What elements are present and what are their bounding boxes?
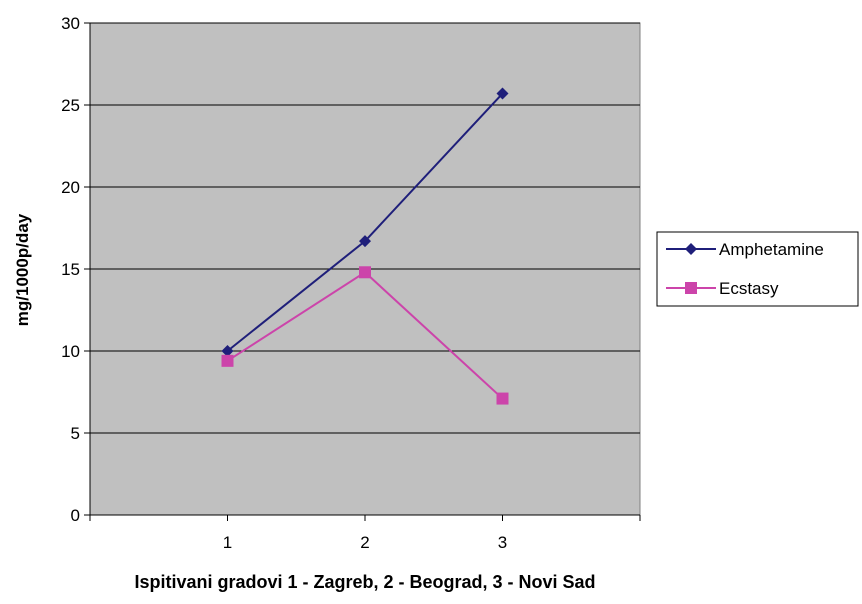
y-tick-label: 10 [61,342,80,361]
x-tick-label: 3 [498,533,507,552]
y-axis-ticks: 0 5 10 15 20 25 30 [61,14,90,525]
x-tick-label: 2 [360,533,369,552]
y-tick-label: 0 [71,506,80,525]
data-point-ecstasy [221,354,234,367]
y-tick-label: 25 [61,96,80,115]
x-axis-title: Ispitivani gradovi 1 - Zagreb, 2 - Beogr… [134,572,595,592]
data-point-ecstasy [496,392,509,405]
gridlines [90,22,640,434]
x-tick-label: 1 [223,533,232,552]
legend-marker-amphetamine [685,243,697,255]
series-ecstasy [221,266,509,405]
data-point-amphetamine [359,235,371,248]
legend-label-amphetamine: Amphetamine [719,240,824,259]
legend-marker-ecstasy [685,282,697,294]
legend: Amphetamine Ecstasy [656,231,859,307]
y-axis-title: mg/1000p/day [13,213,32,326]
y-tick-label: 5 [71,424,80,443]
data-point-amphetamine [496,87,509,100]
legend-label-ecstasy: Ecstasy [719,279,779,298]
y-tick-label: 30 [61,14,80,33]
series-lines [221,87,509,405]
series-amphetamine [221,87,509,357]
data-point-ecstasy [359,266,371,279]
y-tick-label: 20 [61,178,80,197]
x-axis-ticks: 1 2 3 [89,515,641,552]
y-tick-label: 15 [61,260,80,279]
data-point-amphetamine [221,345,234,357]
